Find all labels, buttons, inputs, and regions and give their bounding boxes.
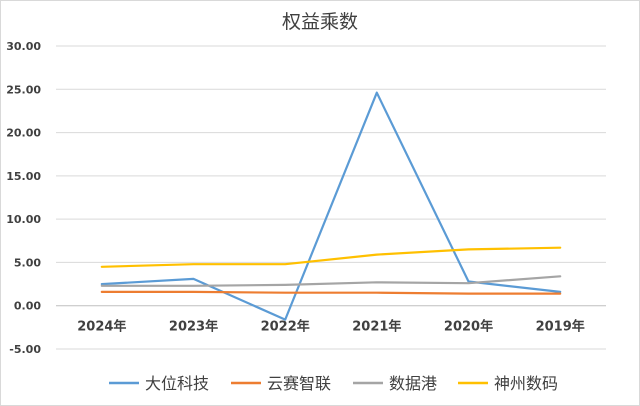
series-lines (100, 91, 562, 321)
gridlines (56, 45, 606, 350)
legend-label: 云赛智联 (267, 374, 331, 393)
y-tick-label: 5.00 (14, 256, 41, 269)
x-tick-label: 2024年 (77, 319, 126, 335)
chart-title: 权益乘数 (282, 11, 358, 33)
y-tick-label: 30.00 (6, 40, 41, 53)
y-axis-tick-labels: -5.00 0.00 5.00 10.00 15.00 20.00 25.00 30.00 (6, 40, 41, 356)
y-tick-label: 10.00 (6, 213, 41, 226)
x-tick-label: 2020年 (444, 319, 493, 335)
legend-label: 大位科技 (145, 374, 209, 393)
series-line (100, 91, 562, 321)
y-tick-label: 25.00 (6, 83, 41, 96)
y-tick-label: -5.00 (9, 343, 41, 356)
series-line (100, 275, 562, 287)
series-line (100, 246, 562, 268)
x-axis-tick-labels: 2024年 2023年 2022年 2021年 2020年 2019年 (77, 319, 585, 335)
y-tick-label: 20.00 (6, 127, 41, 140)
x-tick-label: 2022年 (261, 319, 310, 335)
x-tick-label: 2021年 (352, 319, 401, 335)
y-tick-label: 0.00 (14, 300, 41, 313)
legend-label: 数据港 (389, 374, 437, 393)
x-tick-label: 2023年 (169, 319, 218, 335)
x-tick-label: 2019年 (536, 319, 585, 335)
y-tick-label: 15.00 (6, 170, 41, 183)
legend-label: 神州数码 (494, 374, 558, 393)
series-line (100, 290, 562, 295)
legend: 大位科技 云赛智联 数据港 神州数码 (109, 374, 558, 393)
